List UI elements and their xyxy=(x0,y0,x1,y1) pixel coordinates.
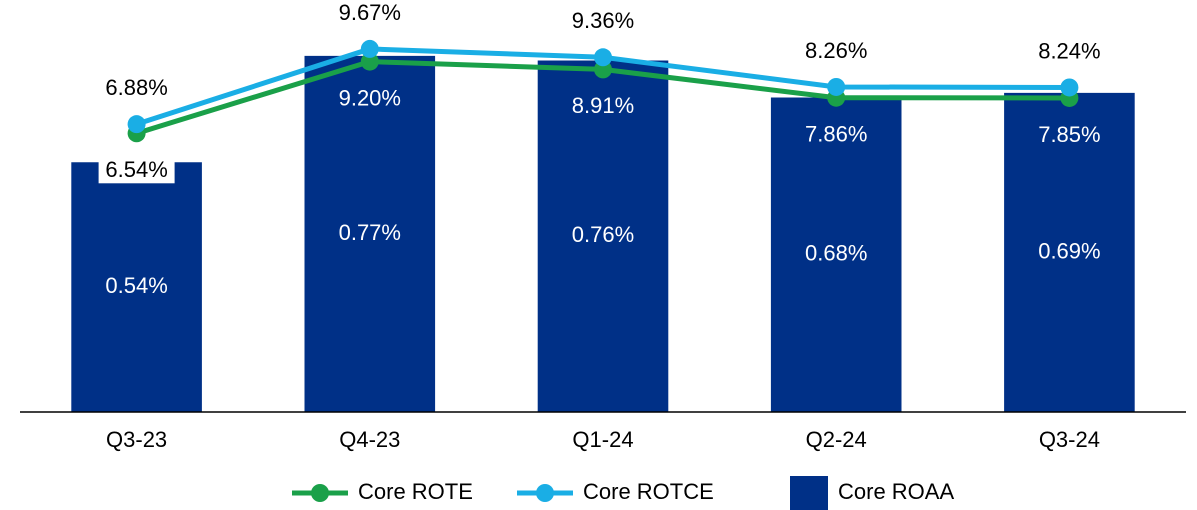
x-tick-label: Q1-24 xyxy=(572,427,633,452)
line-value-label: 6.88% xyxy=(105,75,167,100)
legend-label: Core ROTE xyxy=(358,479,473,504)
legend-label: Core ROAA xyxy=(838,479,954,504)
line-marker xyxy=(360,39,379,58)
x-tick-label: Q4-23 xyxy=(339,427,400,452)
line-marker xyxy=(360,52,379,71)
legend-marker xyxy=(536,484,554,502)
bar-value-label: 0.76% xyxy=(572,222,634,247)
bar xyxy=(71,162,202,412)
line-marker xyxy=(827,77,846,96)
line-value-label: 7.85% xyxy=(1038,122,1100,147)
line-value-label: 9.67% xyxy=(339,0,401,25)
bar-value-label: 0.68% xyxy=(805,241,867,266)
legend-swatch xyxy=(790,476,828,510)
bar xyxy=(304,55,436,412)
line-marker xyxy=(594,48,612,67)
bar-value-label: 0.77% xyxy=(339,220,401,245)
line-marker xyxy=(1060,78,1079,97)
x-tick-label: Q3-24 xyxy=(1039,427,1100,452)
line-value-label: 8.24% xyxy=(1038,38,1100,63)
legend-label: Core ROTCE xyxy=(583,479,714,504)
label-box xyxy=(98,159,175,184)
line-marker xyxy=(127,115,146,134)
bar xyxy=(1004,92,1135,412)
bar-value-label: 0.54% xyxy=(105,273,167,298)
line-value-label: 8.26% xyxy=(805,38,867,63)
line-value-label: 7.86% xyxy=(805,122,867,147)
x-tick-label: Q2-24 xyxy=(806,427,867,452)
bar xyxy=(770,97,902,412)
bar-value-label: 0.69% xyxy=(1038,238,1100,263)
legend-marker xyxy=(311,484,329,502)
line-value-label: 6.54% xyxy=(105,157,167,182)
line-value-label: 8.91% xyxy=(572,93,634,118)
x-tick-label: Q3-23 xyxy=(106,427,167,452)
bar xyxy=(537,60,669,412)
line-value-label: 9.36% xyxy=(572,8,634,33)
line-value-label: 9.20% xyxy=(339,85,401,110)
